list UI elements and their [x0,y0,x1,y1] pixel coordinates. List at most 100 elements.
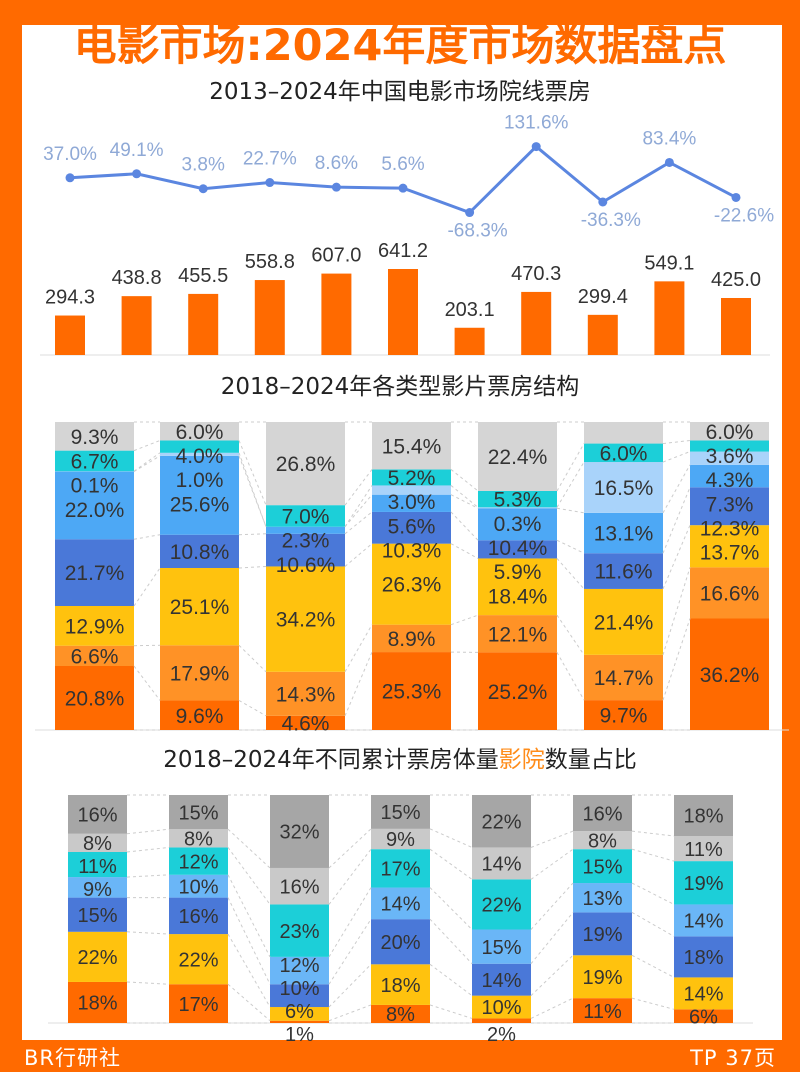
chart1-bar-label: 438.8 [112,267,162,289]
chart2-segment-label: 22.0% [65,499,125,522]
chart3-segment-label: 19% [582,924,622,946]
chart2-segment-label: 7.0% [282,506,330,529]
chart2-segment-label: 6.7% [71,450,119,473]
chart2-connector [134,535,160,540]
chart3-connector [329,919,371,984]
chart3-segment-label: 8% [83,833,112,855]
chart1-bar [55,316,85,355]
chart2-connector [134,666,160,700]
chart3-connector [632,998,674,1009]
chart2-segment-label: 10.4% [488,537,548,560]
chart2-segment-label: 0.3% [494,513,542,536]
chart3-segment-label: 10% [279,978,319,1000]
chart3-segment-label: 15% [77,905,117,927]
chart1-bar [455,328,485,355]
chart2-segment-label: 34.2% [276,609,336,632]
chart2-segment-label: 36.2% [700,664,760,687]
chart3-connector [329,964,371,1007]
chart2-segment-label: 12.3% [700,517,760,540]
chart2-segment-label: 9.6% [176,705,224,728]
chart3-connector [430,1005,472,1018]
chart1-growth-point [199,184,208,193]
chart1-bar-label: 455.5 [178,265,228,287]
chart3-connector [228,984,270,1020]
chart3-segment-label: 18% [380,975,420,997]
chart3-segment-label: 14% [481,970,521,992]
chart2-segment-label: 13.7% [700,542,760,565]
chart3-segment-label: 8% [588,830,617,852]
chart2-connector [663,440,690,443]
chart1-growth-label: 3.8% [182,155,225,176]
chart3-segment-label: 12% [279,955,319,977]
chart2-connector [345,544,372,567]
chart3-segment-label: 18% [77,993,117,1015]
chart1-growth-point [598,197,607,206]
chart3-connector [127,847,169,852]
chart3-segment-label: 6% [689,1007,718,1029]
chart3-segment-label: 8% [386,1004,415,1026]
chart2-segment-label: 22.4% [488,446,548,469]
chart1-growth-label: 49.1% [110,140,164,161]
chart3-segment-label: 9% [83,879,112,901]
chart2-connector [134,453,160,471]
chart1-growth-label: 5.6% [381,154,424,175]
chart2-segment-label: 6.0% [706,421,754,444]
chart3-segment-label: 11% [684,839,723,861]
chart3-segment-label: 19% [683,873,723,895]
chart1-bar [654,281,684,355]
chart3-segment-label: 22% [178,949,218,971]
chart1-bar-label: 607.0 [311,245,361,267]
chart1-growth-point [532,142,541,151]
chart1-bar-label: 294.3 [45,287,95,309]
chart2-segment-label: 6.0% [600,442,648,465]
chart3-connector [430,829,472,848]
chart2-segment-label: 14.3% [276,683,336,706]
chart2-connector [451,544,478,559]
chart2-segment-label: 17.9% [170,662,230,685]
chart2-connector [557,558,584,588]
chart3-segment-label: 10% [178,876,218,898]
chart1-bar [122,296,152,355]
chart3-connector [632,883,674,904]
chart2-connector [451,469,478,491]
chart1-growth-point [265,178,274,187]
chart2-connector [557,615,584,655]
chart2-segment-label: 11.6% [595,561,653,584]
chart2-connector [557,540,584,553]
chart3-segment-label: 15% [178,802,218,824]
chart2-segment-label: 21.7% [65,562,125,585]
chart1-bar [321,274,351,355]
chart1-bar-label: 425.0 [711,269,761,291]
chart3-connector [531,831,573,847]
chart2-connector [451,495,478,509]
chart2-segment-label: 6.0% [176,421,224,444]
chart2-connector [451,512,478,540]
chart3-connector [430,964,472,995]
chart1-growth-point [665,158,674,167]
chart3-connector [632,955,674,977]
chart3-segment-label: 20% [380,932,420,954]
chart3-segment-label: 22% [77,947,117,969]
chart2-connector [239,566,266,568]
chart3-segment-label: 19% [582,967,622,989]
chart3-segment-label: 16% [582,803,622,825]
chart2-segment-label: 4.3% [706,469,754,492]
chart3-connector [127,829,169,834]
chart2-connector [345,625,372,672]
chart2-connector [557,444,584,491]
chart1-bar [255,280,285,355]
chart3-connector [127,932,169,934]
chart3-segment-label: 8% [184,829,213,851]
chart3-segment-label: 16% [77,805,117,827]
chart1-growth-label: 22.7% [243,149,297,170]
chart1-growth-label: 37.0% [43,144,97,165]
chart2-segment-label: 3.0% [388,491,436,514]
chart1-bar [721,298,751,355]
chart1-bar-label: 470.3 [511,263,561,285]
chart2-segment-label: 21.4% [594,611,654,634]
chart2-connector [134,440,160,450]
chart2-connector [239,645,266,671]
chart3-segment-label: 16% [178,906,218,928]
chart3-segment-label: 14% [683,911,723,933]
